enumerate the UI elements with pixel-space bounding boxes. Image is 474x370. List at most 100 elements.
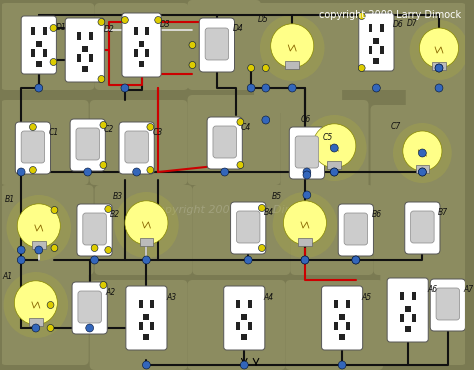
Bar xyxy=(241,314,247,320)
Circle shape xyxy=(35,84,43,92)
Circle shape xyxy=(147,166,154,174)
Bar xyxy=(237,322,240,330)
Circle shape xyxy=(244,256,252,264)
Text: D6: D6 xyxy=(393,20,404,29)
Circle shape xyxy=(237,118,244,125)
Circle shape xyxy=(17,204,60,248)
Circle shape xyxy=(86,324,93,332)
Bar xyxy=(77,32,81,40)
FancyBboxPatch shape xyxy=(94,3,189,90)
Bar xyxy=(138,41,145,47)
FancyBboxPatch shape xyxy=(213,126,237,158)
Circle shape xyxy=(435,84,443,92)
Bar xyxy=(36,41,42,47)
Bar xyxy=(380,24,384,32)
Text: C5: C5 xyxy=(323,133,333,142)
Bar xyxy=(31,49,35,57)
Bar xyxy=(334,300,338,308)
Circle shape xyxy=(373,84,380,92)
Bar xyxy=(416,165,429,173)
Bar xyxy=(380,46,384,54)
Circle shape xyxy=(17,256,25,264)
Bar xyxy=(369,46,373,54)
FancyBboxPatch shape xyxy=(0,100,89,185)
Circle shape xyxy=(147,124,154,131)
Circle shape xyxy=(313,124,356,168)
Circle shape xyxy=(47,302,54,309)
Bar xyxy=(405,306,410,312)
FancyBboxPatch shape xyxy=(224,286,265,350)
FancyBboxPatch shape xyxy=(207,117,242,169)
FancyBboxPatch shape xyxy=(237,211,260,243)
Bar xyxy=(328,161,341,169)
Bar xyxy=(411,292,416,300)
Circle shape xyxy=(260,15,325,81)
Circle shape xyxy=(338,361,346,369)
Circle shape xyxy=(143,256,150,264)
Circle shape xyxy=(419,168,426,176)
Circle shape xyxy=(263,64,269,71)
Circle shape xyxy=(301,256,309,264)
FancyBboxPatch shape xyxy=(125,131,148,163)
Circle shape xyxy=(358,64,365,71)
FancyBboxPatch shape xyxy=(94,185,192,275)
FancyBboxPatch shape xyxy=(192,185,290,275)
Bar xyxy=(374,58,379,64)
FancyBboxPatch shape xyxy=(188,95,281,185)
Text: C2: C2 xyxy=(103,125,114,134)
Circle shape xyxy=(301,256,309,264)
Circle shape xyxy=(403,131,442,171)
Circle shape xyxy=(4,272,68,338)
Circle shape xyxy=(393,123,452,183)
Circle shape xyxy=(133,168,141,176)
FancyBboxPatch shape xyxy=(254,3,342,113)
Circle shape xyxy=(98,18,105,26)
Bar xyxy=(32,241,46,249)
Circle shape xyxy=(419,168,426,176)
Text: A6: A6 xyxy=(427,285,438,294)
Bar xyxy=(248,322,252,330)
Circle shape xyxy=(32,324,40,332)
Circle shape xyxy=(189,41,196,48)
Bar xyxy=(77,54,81,62)
Circle shape xyxy=(105,246,112,253)
Bar xyxy=(369,24,373,32)
Text: C1: C1 xyxy=(48,128,59,137)
Bar xyxy=(89,32,92,40)
Circle shape xyxy=(352,256,360,264)
Circle shape xyxy=(273,192,337,258)
Circle shape xyxy=(358,13,365,20)
Bar xyxy=(139,238,153,246)
Text: B2: B2 xyxy=(110,210,120,219)
Circle shape xyxy=(258,205,265,212)
FancyBboxPatch shape xyxy=(290,185,374,275)
Text: C7: C7 xyxy=(391,122,401,131)
Bar xyxy=(285,61,299,69)
Circle shape xyxy=(283,201,327,245)
FancyBboxPatch shape xyxy=(410,211,434,243)
Bar xyxy=(146,49,149,57)
FancyBboxPatch shape xyxy=(387,278,428,342)
Bar xyxy=(432,62,446,70)
Circle shape xyxy=(330,168,338,176)
Circle shape xyxy=(51,206,58,213)
FancyBboxPatch shape xyxy=(90,280,188,370)
Circle shape xyxy=(125,201,168,245)
FancyBboxPatch shape xyxy=(122,13,161,77)
FancyBboxPatch shape xyxy=(359,13,394,71)
Bar xyxy=(339,314,345,320)
Circle shape xyxy=(419,149,426,157)
FancyBboxPatch shape xyxy=(285,280,383,370)
Circle shape xyxy=(330,168,338,176)
Circle shape xyxy=(303,191,311,199)
FancyBboxPatch shape xyxy=(70,119,105,171)
Circle shape xyxy=(435,64,443,72)
Bar xyxy=(346,300,350,308)
Bar xyxy=(411,314,416,322)
Circle shape xyxy=(100,121,107,128)
Text: D7: D7 xyxy=(407,19,418,28)
FancyBboxPatch shape xyxy=(281,100,369,210)
Bar xyxy=(298,238,312,246)
Bar xyxy=(405,326,410,332)
Bar xyxy=(248,300,252,308)
